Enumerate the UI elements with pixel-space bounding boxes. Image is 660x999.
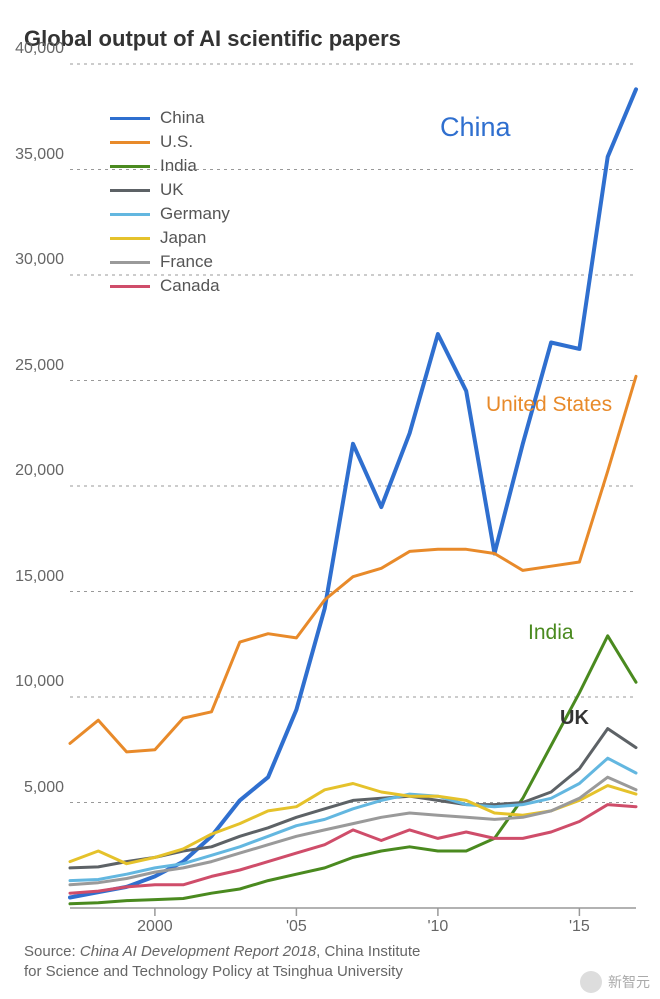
x-axis-label: 2000 (125, 918, 185, 936)
legend-item: Canada (110, 274, 230, 298)
legend-label: India (160, 156, 197, 176)
legend-label: Germany (160, 204, 230, 224)
legend-label: Canada (160, 276, 220, 296)
y-axis-label: 35,000 (0, 146, 64, 164)
series-annotation: China (440, 112, 511, 143)
legend-label: U.S. (160, 132, 193, 152)
legend-label: Japan (160, 228, 206, 248)
y-axis-label: 5,000 (0, 779, 64, 797)
legend-swatch (110, 285, 150, 288)
line-chart (0, 0, 660, 999)
watermark-icon (580, 971, 602, 993)
x-axis-label: '15 (549, 918, 609, 936)
y-axis-label: 15,000 (0, 568, 64, 586)
y-axis-label: 30,000 (0, 251, 64, 269)
x-axis-label: '10 (408, 918, 468, 936)
legend-label: China (160, 108, 204, 128)
watermark-text: 新智元 (608, 972, 650, 992)
series-line-germany (70, 758, 636, 880)
legend-item: U.S. (110, 130, 230, 154)
legend-swatch (110, 189, 150, 192)
legend-swatch (110, 165, 150, 168)
legend-label: France (160, 252, 213, 272)
legend-item: Germany (110, 202, 230, 226)
legend-item: China (110, 106, 230, 130)
series-line-india (70, 636, 636, 904)
source-report-name: China AI Development Report 2018 (80, 943, 316, 960)
legend-item: India (110, 154, 230, 178)
legend-swatch (110, 213, 150, 216)
series-annotation: India (528, 621, 574, 645)
series-annotation: United States (486, 393, 612, 417)
series-line-canada (70, 805, 636, 894)
legend-item: France (110, 250, 230, 274)
legend-item: Japan (110, 226, 230, 250)
y-axis-label: 10,000 (0, 673, 64, 691)
legend: China U.S. India UK Germany Japan France Canada (110, 106, 230, 298)
series-line-u-s- (70, 376, 636, 752)
source-prefix: Source: (24, 943, 80, 960)
source-line2: for Science and Technology Policy at Tsi… (24, 963, 403, 980)
legend-swatch (110, 261, 150, 264)
legend-swatch (110, 237, 150, 240)
y-axis-label: 40,000 (0, 40, 64, 58)
legend-swatch (110, 141, 150, 144)
y-axis-label: 20,000 (0, 462, 64, 480)
watermark: 新智元 (580, 971, 650, 993)
legend-swatch (110, 117, 150, 120)
legend-item: UK (110, 178, 230, 202)
source-suffix: , China Institute (316, 943, 420, 960)
series-annotation: UK (560, 707, 589, 730)
legend-label: UK (160, 180, 184, 200)
source-attribution: Source: China AI Development Report 2018… (24, 942, 420, 983)
y-axis-label: 25,000 (0, 357, 64, 375)
x-axis-label: '05 (266, 918, 326, 936)
